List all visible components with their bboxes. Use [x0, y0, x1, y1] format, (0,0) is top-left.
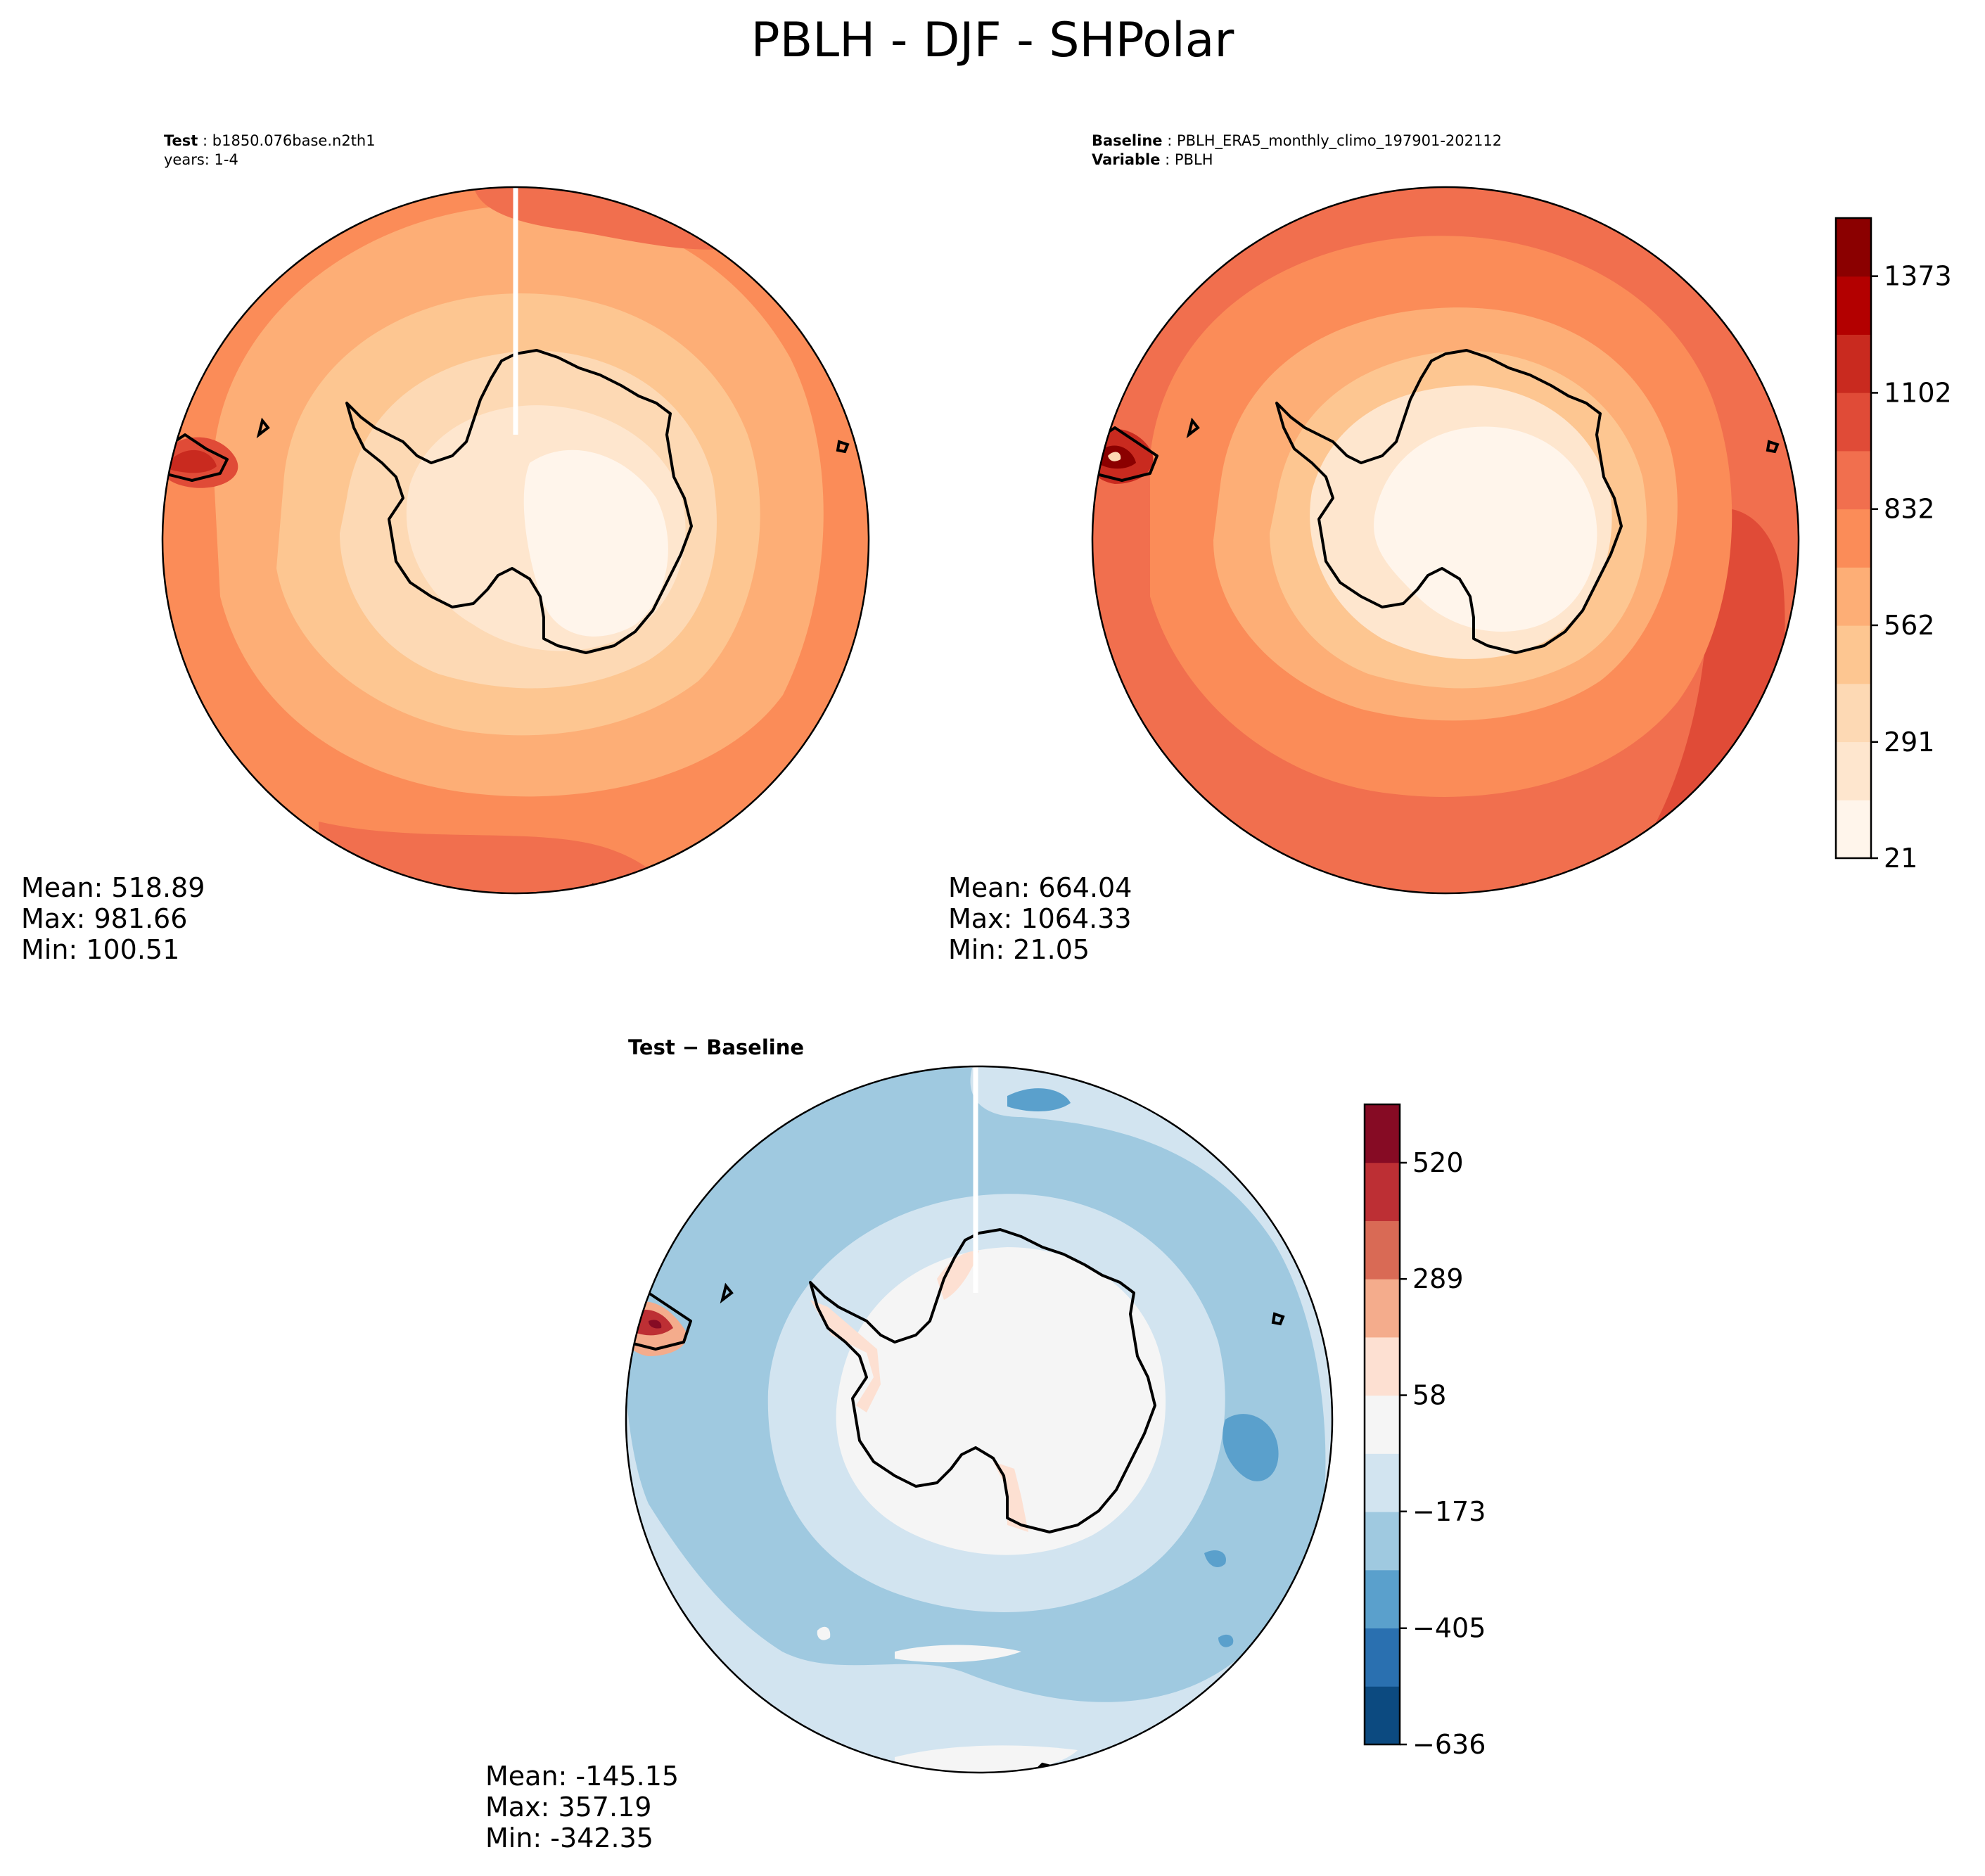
diff-colorbar-frame — [1363, 1103, 1401, 1746]
baseline-header-value: PBLH_ERA5_monthly_climo_197901-202112 — [1176, 132, 1502, 149]
antarctica-coastline — [1275, 349, 1623, 654]
baseline-header: Baseline : PBLH_ERA5_monthly_climo_19790… — [1092, 132, 1502, 168]
diff-min: Min: -342.35 — [485, 1823, 653, 1853]
baseline-variable-label: Variable — [1092, 151, 1161, 168]
diff-map — [625, 1065, 1334, 1774]
diff-colorbar-tick-label: 520 — [1412, 1147, 1464, 1178]
pblh-colorbar-level-8 — [1836, 334, 1871, 393]
antarctica-coastline — [809, 1228, 1156, 1533]
diff-colorbar-tick-label: −405 — [1412, 1613, 1486, 1644]
pblh-colorbar-level-5 — [1836, 509, 1871, 568]
diff-colorbar-level-3 — [1365, 1512, 1400, 1571]
pblh-colorbar: 21 291 562 832 1102 1373 — [1834, 217, 1952, 874]
pblh-colorbar-level-6 — [1836, 450, 1871, 510]
diff-colorbar-level-4 — [1365, 1453, 1400, 1512]
test-header-value: b1850.076base.n2th1 — [212, 132, 376, 149]
diff-title: Test − Baseline — [628, 1035, 805, 1059]
diff-colorbar-level-9 — [1365, 1162, 1400, 1221]
baseline-min: Min: 21.05 — [948, 934, 1090, 965]
pblh-colorbar-level-7 — [1836, 393, 1871, 452]
baseline-map — [1091, 186, 1800, 895]
baseline-stats: Mean: 664.04 Max: 1064.33 Min: 21.05 — [948, 872, 1132, 965]
test-stats: Mean: 518.89 Max: 981.66 Min: 100.51 — [21, 872, 205, 965]
pblh-colorbar-tick-label: 21 — [1884, 843, 1917, 874]
test-mean: Mean: 518.89 — [21, 872, 205, 903]
diff-colorbar-tick-label: −173 — [1412, 1496, 1486, 1527]
figure-title: PBLH - DJF - SHPolar — [751, 13, 1234, 68]
diff-colorbar-level-10 — [1365, 1104, 1400, 1163]
test-map — [161, 186, 870, 895]
pblh-colorbar-tick-label: 1373 — [1884, 261, 1952, 292]
diff-max: Max: 357.19 — [485, 1792, 652, 1823]
test-max: Max: 981.66 — [21, 903, 188, 934]
diff-colorbar-level-1 — [1365, 1628, 1400, 1687]
test-min: Min: 100.51 — [21, 934, 180, 965]
test-years: years: 1-4 — [164, 151, 238, 168]
pblh-colorbar-level-9 — [1836, 276, 1871, 335]
pblh-colorbar-tick-label: 291 — [1884, 727, 1935, 758]
diff-colorbar-tick-label: −636 — [1412, 1729, 1486, 1759]
diff-colorbar-tick-label: 58 — [1412, 1380, 1446, 1411]
pblh-colorbar-level-0 — [1836, 800, 1871, 859]
pblh-colorbar-tick-label: 832 — [1884, 494, 1935, 525]
diff-colorbar-level-8 — [1365, 1220, 1400, 1280]
diff-colorbar-tick-label: 289 — [1412, 1263, 1464, 1294]
baseline-header-label: Baseline — [1092, 132, 1163, 149]
pblh-colorbar-level-1 — [1836, 741, 1871, 800]
diff-colorbar: −636 −405 −173 58 289 520 — [1363, 1103, 1486, 1759]
pblh-colorbar-level-4 — [1836, 567, 1871, 626]
baseline-variable-value: PBLH — [1174, 151, 1213, 168]
pblh-colorbar-tick-label: 1102 — [1884, 377, 1952, 408]
baseline-max: Max: 1064.33 — [948, 903, 1132, 934]
pblh-colorbar-level-3 — [1836, 625, 1871, 684]
pblh-colorbar-level-2 — [1836, 683, 1871, 743]
baseline-mean: Mean: 664.04 — [948, 872, 1132, 903]
diff-colorbar-level-7 — [1365, 1279, 1400, 1338]
diff-mean: Mean: -145.15 — [485, 1761, 679, 1792]
test-header: Test : b1850.076base.n2th1 years: 1-4 — [164, 132, 376, 168]
pblh-colorbar-frame — [1834, 217, 1872, 860]
diff-colorbar-level-0 — [1365, 1686, 1400, 1745]
antarctica-coastline — [345, 349, 693, 654]
pblh-colorbar-level-10 — [1836, 218, 1871, 277]
diff-stats: Mean: -145.15 Max: 357.19 Min: -342.35 — [485, 1761, 679, 1853]
diff-colorbar-level-2 — [1365, 1569, 1400, 1629]
diff-colorbar-level-6 — [1365, 1336, 1400, 1396]
diff-colorbar-level-5 — [1365, 1395, 1400, 1454]
pblh-colorbar-tick-label: 562 — [1884, 610, 1935, 641]
test-header-label: Test — [164, 132, 198, 149]
